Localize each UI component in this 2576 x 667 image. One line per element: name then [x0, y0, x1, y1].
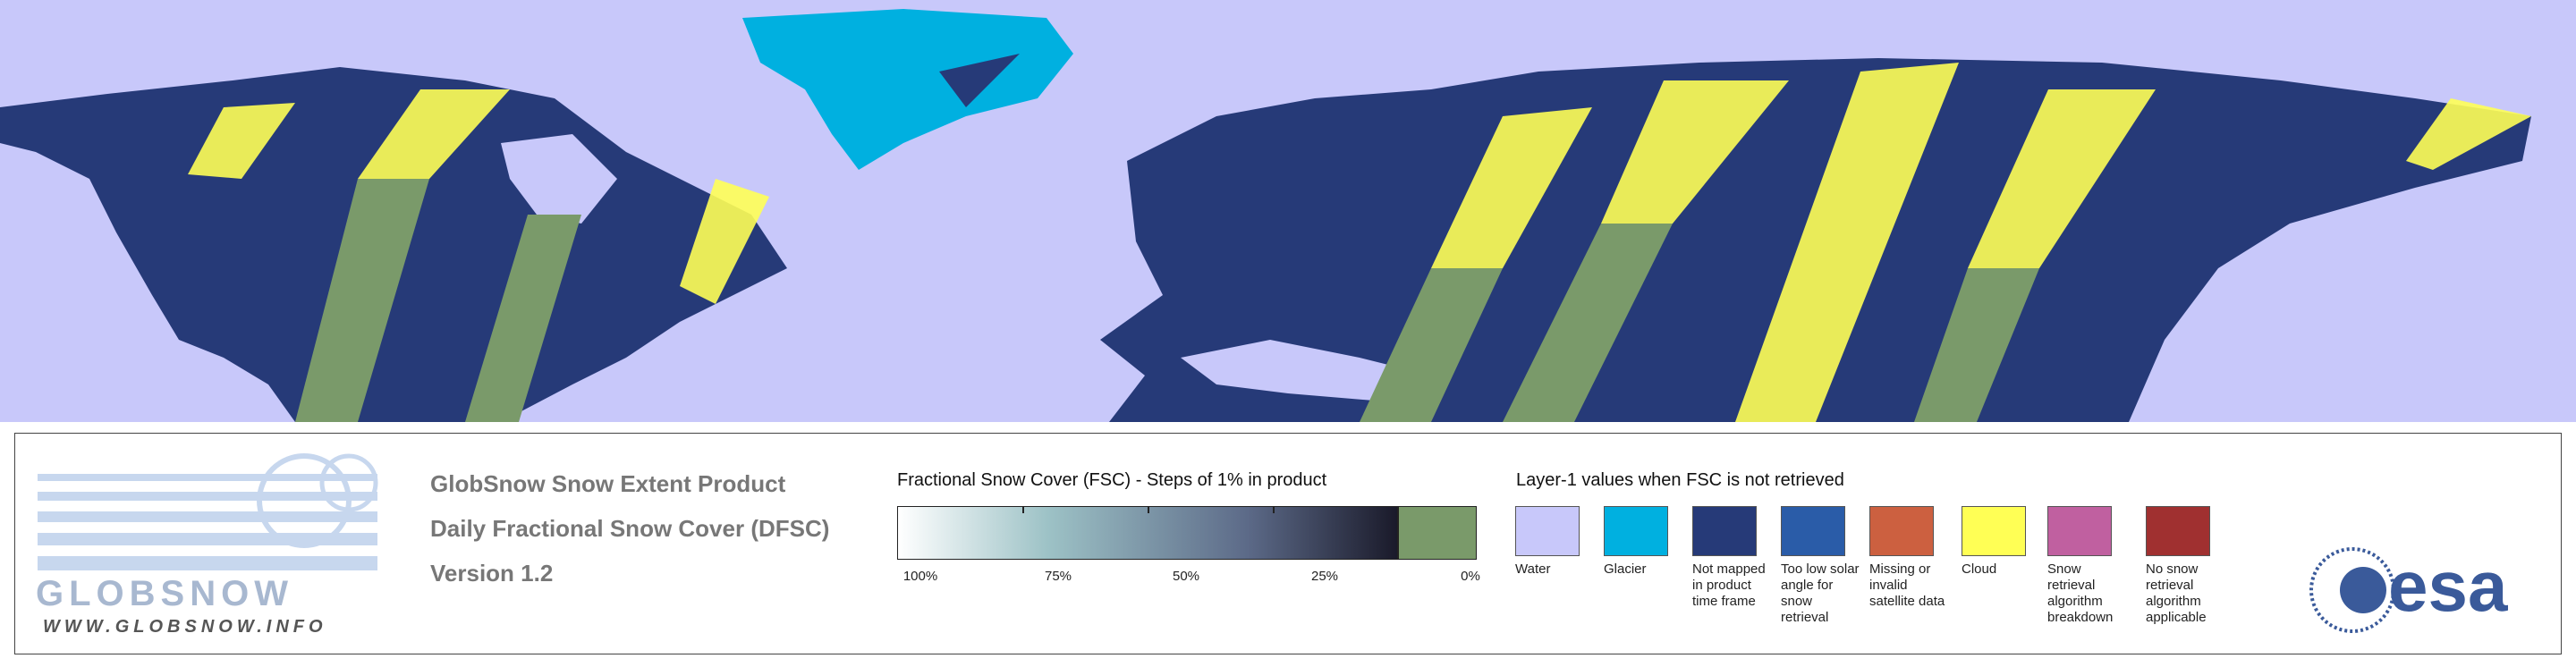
esa-logo-graphic: [2309, 547, 2395, 633]
legend-label: Missing or invalid satellite data: [1869, 561, 1945, 609]
fsc-tick: [1022, 506, 1024, 513]
snow-free-swath: [1360, 268, 1503, 422]
fsc-tick-label: 100%: [902, 569, 938, 584]
legend-swatch: [1692, 506, 1757, 556]
fsc-snow-free: [1398, 506, 1477, 560]
cloud-swath: [188, 103, 295, 179]
fsc-title: Fractional Snow Cover (FSC) - Steps of 1…: [897, 470, 1327, 490]
legend-label: Not mapped in product time frame: [1692, 561, 1766, 609]
snow-free-swath: [1914, 268, 2039, 422]
hudson-bay: [501, 134, 617, 224]
legend-swatch: [1781, 506, 1845, 556]
legend-label: Snow retrieval algorithm breakdown: [2047, 561, 2114, 625]
legend-label: Water: [1515, 561, 1551, 577]
mediterranean: [1181, 340, 1431, 402]
greenland-edge: [939, 54, 1020, 107]
cloud-swath: [1431, 107, 1592, 268]
fsc-tick-label: 0%: [1461, 569, 1480, 584]
product-subtitle: Daily Fractional Snow Cover (DFSC): [430, 515, 830, 542]
greenland: [742, 9, 1073, 170]
cloud-swath: [1968, 89, 2156, 268]
snow-map: [0, 0, 2576, 422]
logo-name: GLOBSNOW: [36, 574, 293, 613]
legend-swatch: [1515, 506, 1580, 556]
product-title: GlobSnow Snow Extent Product: [430, 470, 786, 497]
cloud-swath: [1735, 63, 1959, 422]
legend-swatch: [2047, 506, 2112, 556]
globsnow-logo-graphic: [38, 453, 378, 570]
legend-label: Glacier: [1604, 561, 1647, 577]
legend-swatch: [2146, 506, 2210, 556]
legend-panel: [14, 433, 2562, 654]
legend-label: No snow retrieval algorithm applicable: [2146, 561, 2207, 625]
snow-free-swath: [1503, 224, 1673, 422]
snow-free-swath: [295, 179, 429, 422]
product-version: Version 1.2: [430, 560, 554, 587]
esa-logo: esa: [2388, 546, 2508, 626]
layer1-title: Layer-1 values when FSC is not retrieved: [1516, 470, 1844, 490]
cloud-swath: [2406, 98, 2531, 170]
legend-label: Too low solar angle for snow retrieval: [1781, 561, 1860, 625]
fsc-gradient: [897, 506, 1398, 560]
fsc-tick: [1148, 506, 1149, 513]
legend-swatch: [1604, 506, 1668, 556]
swaths: [188, 63, 2531, 422]
fsc-tick-label: 50%: [1172, 569, 1200, 584]
legend-swatch: [1869, 506, 1934, 556]
logo-url: WWW.GLOBSNOW.INFO: [43, 617, 327, 637]
cloud-swath: [680, 179, 769, 304]
fsc-tick-label: 25%: [1310, 569, 1339, 584]
cloud-swath: [1601, 80, 1789, 224]
cloud-swath: [358, 89, 510, 179]
legend-label: Cloud: [1962, 561, 1997, 577]
legend-swatch: [1962, 506, 2026, 556]
fsc-tick-label: 75%: [1044, 569, 1072, 584]
fsc-tick: [1273, 506, 1275, 513]
snow-free-swath: [465, 215, 581, 422]
